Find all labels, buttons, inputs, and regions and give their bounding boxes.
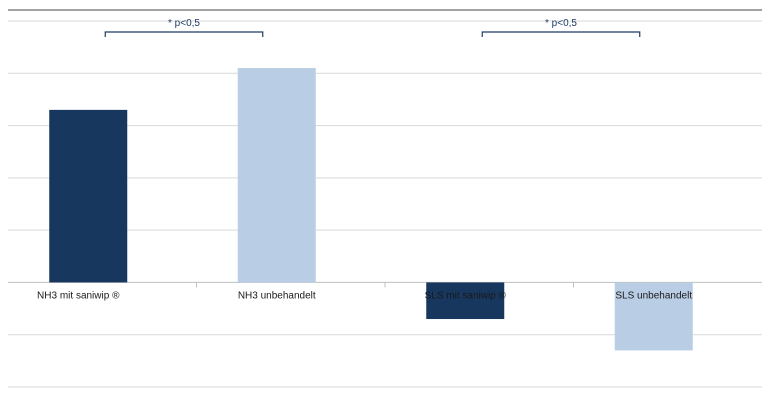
bar (237, 68, 316, 283)
category-label: NH3 unbehandelt (238, 290, 316, 301)
significance-label: * p<0,5 (168, 18, 200, 29)
category-label: NH3 mit saniwip ® (37, 290, 120, 301)
category-labels: NH3 mit saniwip ® NH3 unbehandelt SLS mit … (37, 290, 692, 301)
bracket-line (104, 31, 264, 37)
bar (49, 109, 128, 283)
bars (49, 68, 693, 351)
gridlines (8, 9, 762, 388)
bar (426, 282, 505, 320)
significance-bracket: * p<0,5 (481, 18, 641, 37)
significance-brackets: * p<0,5 * p<0,5 (104, 18, 641, 37)
bar (614, 282, 693, 351)
bracket-line (481, 31, 641, 37)
significance-label: * p<0,5 (545, 18, 577, 29)
significance-bracket: * p<0,5 (104, 18, 264, 37)
category-label: SLS mit saniwip ® (425, 290, 507, 301)
category-label: SLS unbehandelt (615, 290, 692, 301)
